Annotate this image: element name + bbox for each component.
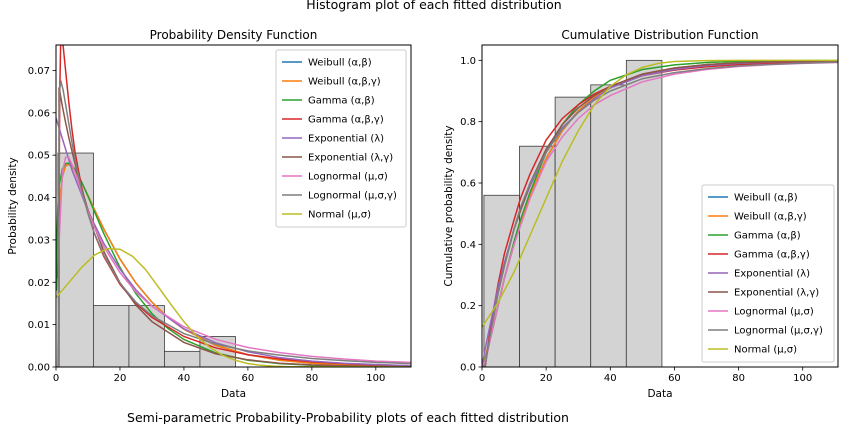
y-tick-label: 0.07 xyxy=(28,66,50,77)
legend-entry: Exponential (λ) xyxy=(734,269,810,280)
chart-title: Probability Density Function xyxy=(150,28,318,42)
y-tick-label: 0.8 xyxy=(460,117,476,128)
y-tick-label: 0.03 xyxy=(28,235,50,246)
y-tick-label: 0.6 xyxy=(460,179,476,190)
series-line xyxy=(56,163,411,367)
x-tick-label: 40 xyxy=(604,373,617,384)
legend-entry: Exponential (λ) xyxy=(308,134,384,145)
y-tick-label: 0.00 xyxy=(28,363,50,374)
plot-frame xyxy=(481,44,839,368)
x-tick-label: 80 xyxy=(732,373,745,384)
legend-box xyxy=(275,49,407,228)
legend-entry: Exponential (λ,γ) xyxy=(734,288,819,299)
legend-entry: Weibull (α,β,γ) xyxy=(308,77,381,88)
x-tick-label: 100 xyxy=(793,373,812,384)
histogram-bar xyxy=(164,350,201,367)
pdf-chart: Probability Density Function 0 20 40 60 80 100… xyxy=(7,28,412,400)
legend-entry: Lognormal (μ,σ,γ) xyxy=(308,191,397,202)
legend-entry: Lognormal (μ,σ,γ) xyxy=(734,326,823,337)
legend: Weibull (α,β) Weibull (α,β,γ) Gamma (α,β) G… xyxy=(275,49,407,228)
figure-suptitle: Histogram plot of each fitted distributi… xyxy=(306,0,561,12)
legend-box xyxy=(701,184,835,363)
chart-title: Cumulative Distribution Function xyxy=(561,28,758,42)
legend-entry: Normal (μ,σ) xyxy=(734,345,797,356)
series-line xyxy=(58,87,411,367)
series-line xyxy=(482,61,838,367)
histogram-bar xyxy=(57,152,94,367)
x-tick-label: 80 xyxy=(305,373,318,384)
legend-entry: Weibull (α,β) xyxy=(734,193,798,204)
legend-entry: Gamma (α,β,γ) xyxy=(308,115,384,126)
legend-entry: Exponential (λ,γ) xyxy=(308,153,393,164)
histogram-bar xyxy=(554,96,592,367)
x-tick-label: 60 xyxy=(242,373,255,384)
plot-frame xyxy=(55,44,412,368)
figure-footer: Semi-parametric Probability-Probability … xyxy=(127,410,569,424)
x-tick-label: 100 xyxy=(366,373,385,384)
x-tick-label: 20 xyxy=(114,373,127,384)
y-tick-label: 0.0 xyxy=(460,363,476,374)
histogram-bar xyxy=(625,59,663,367)
cdf-chart: Cumulative Distribution Function 0 20 40 60 8… xyxy=(443,28,839,400)
legend-entry: Gamma (α,β,γ) xyxy=(734,250,810,261)
legend-entry: Gamma (α,β) xyxy=(734,231,801,242)
y-tick-label: 0.06 xyxy=(28,108,50,119)
y-tick-label: 0.05 xyxy=(28,151,50,162)
y-tick-label: 0.2 xyxy=(460,301,476,312)
legend-entry: Weibull (α,β,γ) xyxy=(734,212,807,223)
series-line xyxy=(56,248,411,367)
histogram-bar xyxy=(128,305,165,367)
legend-entry: Weibull (α,β) xyxy=(308,58,372,69)
y-tick-label: 1.0 xyxy=(460,56,476,67)
y-tick-label: 0.01 xyxy=(28,320,50,331)
series-line xyxy=(57,79,411,367)
x-tick-label: 20 xyxy=(540,373,553,384)
y-tick-label: 0.02 xyxy=(28,278,50,289)
y-tick-label: 0.4 xyxy=(460,240,476,251)
x-tick-label: 0 xyxy=(479,373,485,384)
series-line xyxy=(56,156,411,367)
legend-entry: Lognormal (μ,σ) xyxy=(308,172,388,183)
y-tick-label: 0.04 xyxy=(28,193,50,204)
histogram-bar xyxy=(590,84,627,367)
x-axis-label: Data xyxy=(221,388,246,400)
x-tick-label: 0 xyxy=(53,373,59,384)
legend-entry: Gamma (α,β) xyxy=(308,96,375,107)
x-tick-label: 60 xyxy=(668,373,681,384)
y-axis-label: Probability density xyxy=(7,157,19,254)
legend: Weibull (α,β) Weibull (α,β,γ) Gamma (α,β) G… xyxy=(701,184,835,363)
histogram-bar xyxy=(93,305,130,367)
x-axis-label: Data xyxy=(647,388,672,400)
legend-entry: Normal (μ,σ) xyxy=(308,210,371,221)
x-tick-label: 40 xyxy=(178,373,191,384)
y-axis-label: Cumulative probability density xyxy=(443,125,455,286)
legend-entry: Lognormal (μ,σ) xyxy=(734,307,814,318)
series-line xyxy=(482,59,838,328)
series-line xyxy=(482,61,838,367)
